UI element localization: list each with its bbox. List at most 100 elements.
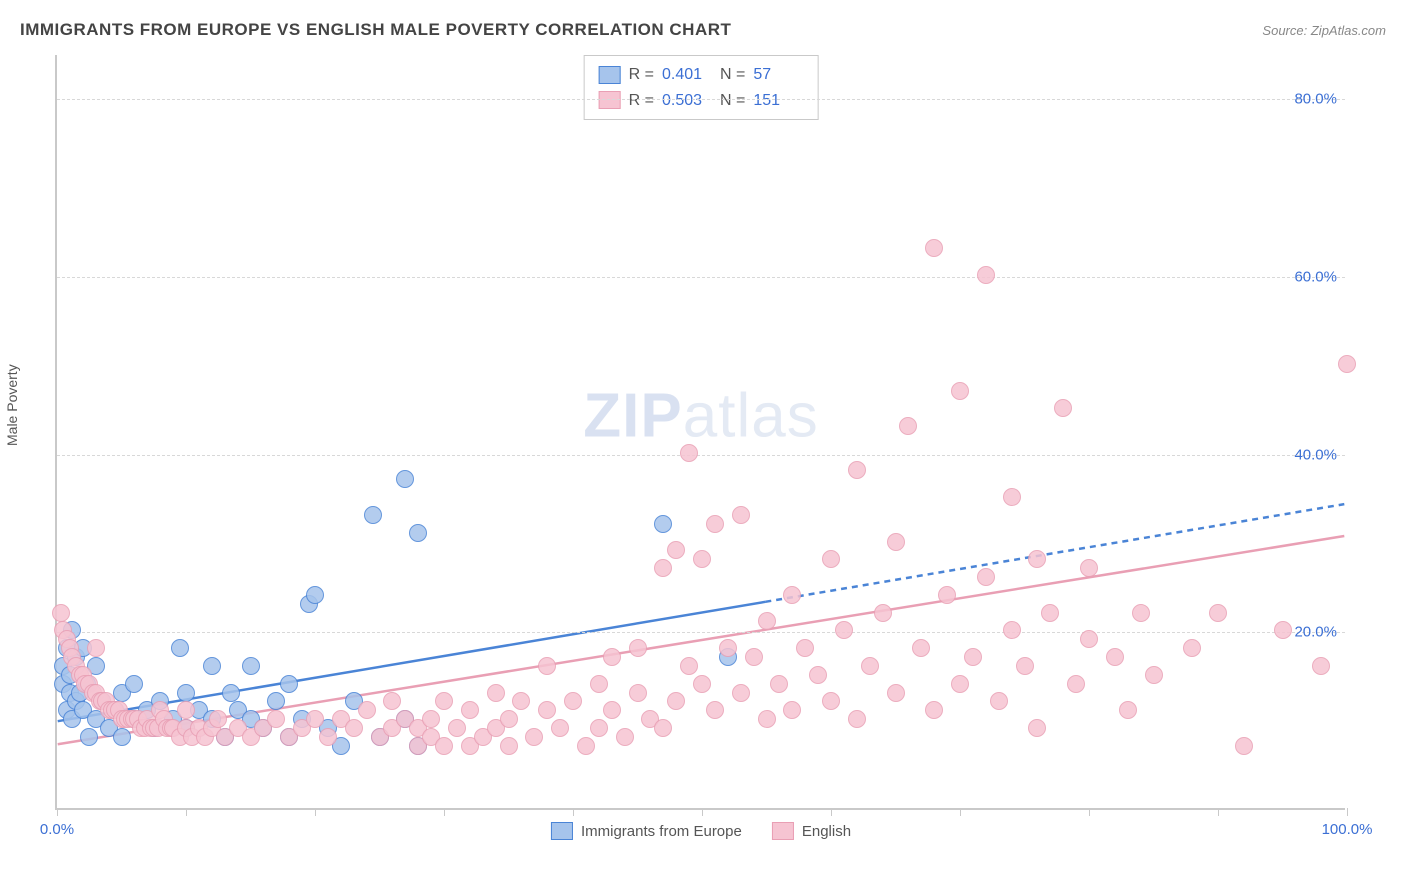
y-axis-label: Male Poverty xyxy=(4,364,20,446)
scatter-point-english xyxy=(1183,639,1201,657)
scatter-point-english xyxy=(358,701,376,719)
scatter-point-english xyxy=(1028,550,1046,568)
scatter-point-english xyxy=(1080,630,1098,648)
trend-lines-layer xyxy=(57,55,1345,808)
scatter-point-english xyxy=(719,639,737,657)
legend-item-english: English xyxy=(772,822,851,840)
legend-label: Immigrants from Europe xyxy=(581,823,742,840)
scatter-point-europe xyxy=(171,639,189,657)
scatter-point-english xyxy=(809,666,827,684)
scatter-point-english xyxy=(835,621,853,639)
scatter-point-english xyxy=(912,639,930,657)
source-attribution: Source: ZipAtlas.com xyxy=(1262,23,1386,38)
ytick-label: 80.0% xyxy=(1294,91,1337,108)
scatter-point-english xyxy=(209,710,227,728)
scatter-point-english xyxy=(758,710,776,728)
scatter-point-english xyxy=(1067,675,1085,693)
xtick-mark xyxy=(186,808,187,816)
scatter-point-english xyxy=(435,737,453,755)
scatter-point-english xyxy=(629,639,647,657)
scatter-point-english xyxy=(538,657,556,675)
scatter-point-english xyxy=(796,639,814,657)
scatter-point-english xyxy=(977,568,995,586)
watermark: ZIPatlas xyxy=(583,381,818,452)
scatter-point-english xyxy=(435,692,453,710)
legend-item-europe: Immigrants from Europe xyxy=(551,822,742,840)
scatter-point-english xyxy=(951,382,969,400)
legend-swatch-europe xyxy=(551,822,573,840)
trend-line-dashed-europe xyxy=(765,504,1344,602)
scatter-point-english xyxy=(306,710,324,728)
scatter-point-english xyxy=(977,266,995,284)
scatter-point-english xyxy=(383,692,401,710)
xtick-mark xyxy=(315,808,316,816)
scatter-point-english xyxy=(706,701,724,719)
scatter-point-english xyxy=(667,692,685,710)
scatter-point-europe xyxy=(177,684,195,702)
scatter-point-europe xyxy=(280,675,298,693)
scatter-point-europe xyxy=(125,675,143,693)
stat-r-value: 0.401 xyxy=(662,62,712,88)
scatter-point-english xyxy=(616,728,634,746)
stat-n-label: N = xyxy=(720,62,745,88)
legend-label: English xyxy=(802,823,851,840)
scatter-point-english xyxy=(1080,559,1098,577)
scatter-point-english xyxy=(564,692,582,710)
scatter-point-english xyxy=(629,684,647,702)
scatter-point-english xyxy=(1041,604,1059,622)
scatter-point-english xyxy=(758,612,776,630)
scatter-point-english xyxy=(1119,701,1137,719)
swatch-europe xyxy=(599,66,621,84)
scatter-point-english xyxy=(1003,621,1021,639)
scatter-point-english xyxy=(551,719,569,737)
scatter-point-english xyxy=(590,719,608,737)
source-label: Source: xyxy=(1262,23,1307,38)
xtick-mark xyxy=(1218,808,1219,816)
gridline-h xyxy=(57,277,1345,278)
scatter-point-english xyxy=(680,657,698,675)
scatter-point-english xyxy=(783,586,801,604)
scatter-point-english xyxy=(1028,719,1046,737)
stat-r-label: R = xyxy=(629,62,654,88)
scatter-point-english xyxy=(925,701,943,719)
scatter-point-english xyxy=(667,541,685,559)
scatter-point-english xyxy=(990,692,1008,710)
scatter-point-english xyxy=(500,737,518,755)
stat-n-value: 57 xyxy=(753,62,803,88)
xtick-mark xyxy=(57,808,58,816)
chart-title: IMMIGRANTS FROM EUROPE VS ENGLISH MALE P… xyxy=(20,20,731,40)
scatter-point-english xyxy=(654,719,672,737)
scatter-point-english xyxy=(938,586,956,604)
scatter-point-europe xyxy=(267,692,285,710)
scatter-point-english xyxy=(448,719,466,737)
scatter-point-english xyxy=(345,719,363,737)
scatter-point-english xyxy=(783,701,801,719)
scatter-point-english xyxy=(1235,737,1253,755)
scatter-point-english xyxy=(822,692,840,710)
scatter-point-english xyxy=(1132,604,1150,622)
xtick-mark xyxy=(1089,808,1090,816)
plot-area: ZIPatlas R =0.401N =57R =0.503N =151 Imm… xyxy=(55,55,1345,810)
xtick-mark xyxy=(960,808,961,816)
legend-swatch-english xyxy=(772,822,794,840)
scatter-point-english xyxy=(512,692,530,710)
xtick-label: 0.0% xyxy=(40,821,74,838)
scatter-point-english xyxy=(1003,488,1021,506)
scatter-point-english xyxy=(1145,666,1163,684)
scatter-point-english xyxy=(52,604,70,622)
scatter-point-english xyxy=(925,239,943,257)
scatter-point-english xyxy=(1274,621,1292,639)
scatter-point-english xyxy=(525,728,543,746)
source-value: ZipAtlas.com xyxy=(1311,23,1386,38)
scatter-point-english xyxy=(590,675,608,693)
xtick-mark xyxy=(1347,808,1348,816)
scatter-point-english xyxy=(951,675,969,693)
xtick-label: 100.0% xyxy=(1322,821,1373,838)
ytick-label: 60.0% xyxy=(1294,269,1337,286)
scatter-point-english xyxy=(422,710,440,728)
scatter-point-english xyxy=(267,710,285,728)
scatter-point-english xyxy=(1054,399,1072,417)
scatter-point-europe xyxy=(364,506,382,524)
xtick-mark xyxy=(831,808,832,816)
scatter-point-english xyxy=(538,701,556,719)
